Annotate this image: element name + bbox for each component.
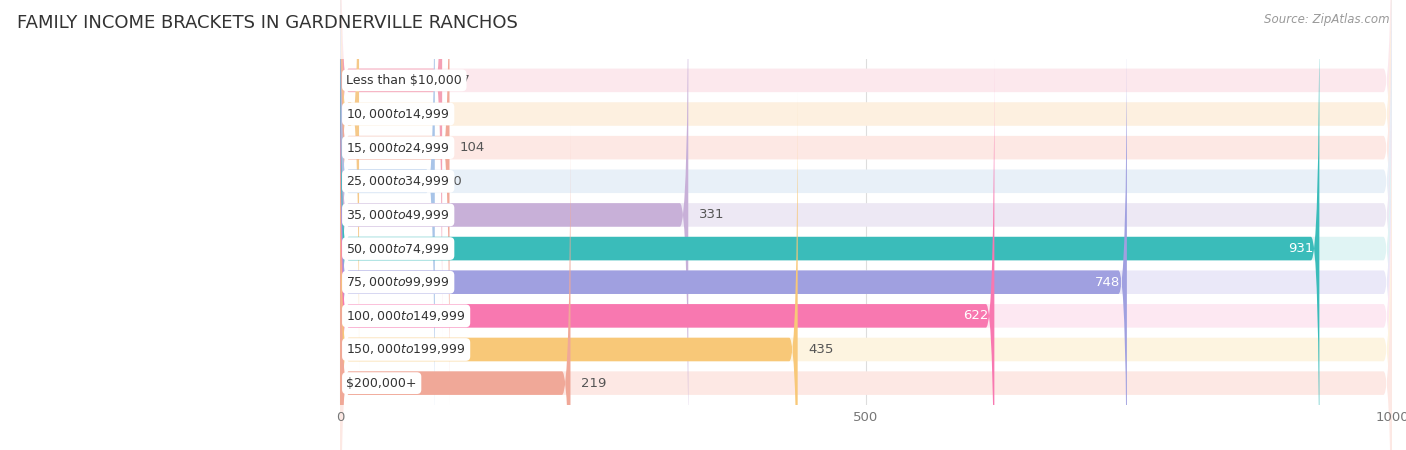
FancyBboxPatch shape [340, 25, 1392, 450]
Text: 219: 219 [581, 377, 606, 390]
Text: $35,000 to $49,999: $35,000 to $49,999 [346, 208, 450, 222]
FancyBboxPatch shape [340, 0, 434, 439]
FancyBboxPatch shape [340, 58, 1392, 450]
Text: $25,000 to $34,999: $25,000 to $34,999 [346, 174, 450, 188]
Text: Less than $10,000: Less than $10,000 [346, 74, 463, 87]
FancyBboxPatch shape [340, 0, 441, 338]
FancyBboxPatch shape [340, 0, 359, 371]
Text: 931: 931 [1288, 242, 1313, 255]
FancyBboxPatch shape [340, 0, 1319, 450]
FancyBboxPatch shape [340, 92, 1392, 450]
Text: $10,000 to $14,999: $10,000 to $14,999 [346, 107, 450, 121]
Text: 18: 18 [370, 108, 387, 121]
FancyBboxPatch shape [340, 0, 1392, 338]
FancyBboxPatch shape [340, 0, 1392, 405]
Text: 104: 104 [460, 141, 485, 154]
Text: 435: 435 [808, 343, 834, 356]
FancyBboxPatch shape [340, 0, 1392, 450]
Text: 748: 748 [1095, 276, 1121, 289]
Text: $50,000 to $74,999: $50,000 to $74,999 [346, 242, 450, 256]
FancyBboxPatch shape [340, 0, 1392, 371]
Text: 97: 97 [453, 74, 470, 87]
Text: $150,000 to $199,999: $150,000 to $199,999 [346, 342, 465, 356]
Text: $200,000+: $200,000+ [346, 377, 418, 390]
FancyBboxPatch shape [340, 92, 797, 450]
Text: 622: 622 [963, 309, 988, 322]
Text: $75,000 to $99,999: $75,000 to $99,999 [346, 275, 450, 289]
FancyBboxPatch shape [340, 0, 689, 450]
FancyBboxPatch shape [340, 0, 1392, 450]
FancyBboxPatch shape [340, 126, 1392, 450]
FancyBboxPatch shape [340, 0, 1392, 439]
FancyBboxPatch shape [340, 25, 1126, 450]
FancyBboxPatch shape [340, 126, 571, 450]
FancyBboxPatch shape [340, 0, 450, 405]
FancyBboxPatch shape [340, 58, 994, 450]
Text: 331: 331 [699, 208, 724, 221]
Text: $100,000 to $149,999: $100,000 to $149,999 [346, 309, 465, 323]
Text: $15,000 to $24,999: $15,000 to $24,999 [346, 141, 450, 155]
Text: Source: ZipAtlas.com: Source: ZipAtlas.com [1264, 14, 1389, 27]
Text: FAMILY INCOME BRACKETS IN GARDNERVILLE RANCHOS: FAMILY INCOME BRACKETS IN GARDNERVILLE R… [17, 14, 517, 32]
Text: 90: 90 [446, 175, 463, 188]
